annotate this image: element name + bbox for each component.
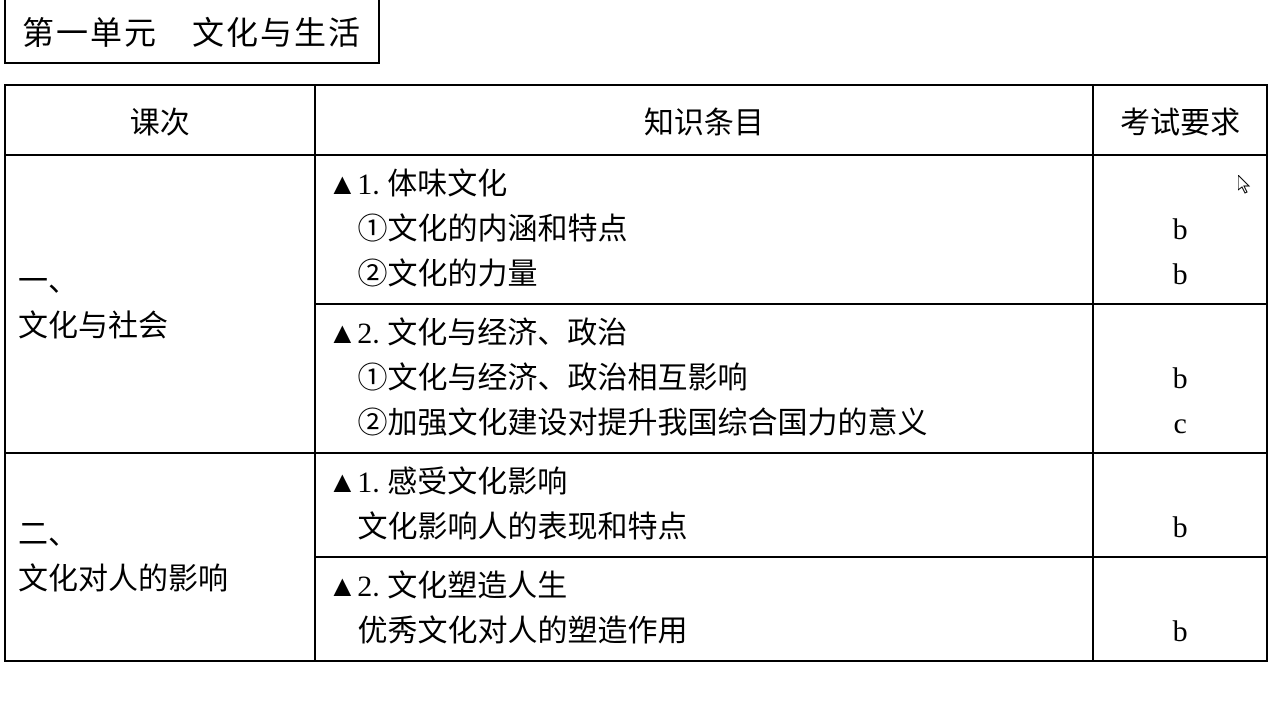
- knowledge-heading: ▲1. 感受文化影响: [328, 460, 1083, 505]
- exam-cell: x b c: [1093, 304, 1267, 453]
- table-header-row: 课次 知识条目 考试要求: [5, 85, 1267, 155]
- table-row: 二、 文化对人的影响 ▲1. 感受文化影响 文化影响人的表现和特点 x b: [5, 453, 1267, 557]
- exam-cell: x b b: [1093, 155, 1267, 304]
- knowledge-cell: ▲2. 文化塑造人生 优秀文化对人的塑造作用: [315, 557, 1094, 661]
- knowledge-cell: ▲1. 体味文化 ①文化的内涵和特点 ②文化的力量: [315, 155, 1094, 304]
- header-knowledge: 知识条目: [315, 85, 1094, 155]
- knowledge-item: ①文化的内涵和特点: [328, 207, 1083, 252]
- knowledge-item: 优秀文化对人的塑造作用: [328, 609, 1083, 654]
- knowledge-item: ②文化的力量: [328, 252, 1083, 297]
- lesson-line1: 一、: [18, 265, 78, 298]
- exam-req: b: [1098, 207, 1262, 252]
- exam-req: b: [1098, 356, 1262, 401]
- knowledge-item: 文化影响人的表现和特点: [328, 505, 1083, 550]
- lesson-line2: 文化对人的影响: [18, 563, 228, 596]
- unit-title: 第一单元 文化与生活: [4, 0, 380, 64]
- knowledge-heading: ▲2. 文化塑造人生: [328, 564, 1083, 609]
- header-exam: 考试要求: [1093, 85, 1267, 155]
- lesson-line1: 二、: [18, 518, 78, 551]
- lesson-line2: 文化与社会: [18, 310, 168, 343]
- table-row: 一、 文化与社会 ▲1. 体味文化 ①文化的内涵和特点 ②文化的力量 x b b: [5, 155, 1267, 304]
- exam-req: b: [1098, 252, 1262, 297]
- knowledge-heading: ▲2. 文化与经济、政治: [328, 311, 1083, 356]
- knowledge-item: ②加强文化建设对提升我国综合国力的意义: [328, 401, 1083, 446]
- exam-cell: x b: [1093, 557, 1267, 661]
- knowledge-cell: ▲1. 感受文化影响 文化影响人的表现和特点: [315, 453, 1094, 557]
- knowledge-item: ①文化与经济、政治相互影响: [328, 356, 1083, 401]
- exam-cell: x b: [1093, 453, 1267, 557]
- lesson-cell-2: 二、 文化对人的影响: [5, 453, 315, 661]
- knowledge-heading: ▲1. 体味文化: [328, 162, 1083, 207]
- lesson-cell-1: 一、 文化与社会: [5, 155, 315, 453]
- header-lesson: 课次: [5, 85, 315, 155]
- exam-req: b: [1098, 505, 1262, 550]
- syllabus-table: 课次 知识条目 考试要求 一、 文化与社会 ▲1. 体味文化 ①文化的内涵和特点…: [4, 84, 1268, 662]
- knowledge-cell: ▲2. 文化与经济、政治 ①文化与经济、政治相互影响 ②加强文化建设对提升我国综…: [315, 304, 1094, 453]
- exam-req: b: [1098, 609, 1262, 654]
- exam-req: c: [1098, 401, 1262, 446]
